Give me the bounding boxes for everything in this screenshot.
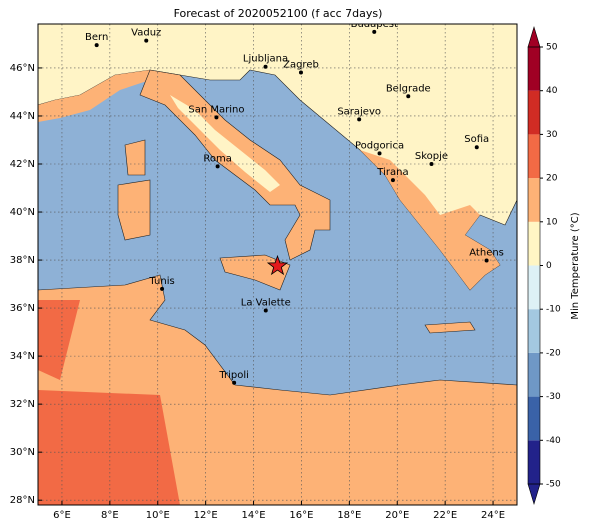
city-dot <box>263 64 268 69</box>
city-label: Roma <box>203 153 232 164</box>
city-dot <box>94 43 99 48</box>
city-label: Belgrade <box>386 83 431 94</box>
lon-tick-label: 6°E <box>53 510 71 521</box>
city-label: Athens <box>469 248 504 259</box>
colorbar-tick-label: 0 <box>546 261 552 271</box>
colorbar-tick-label: 50 <box>546 43 558 53</box>
crete <box>424 321 476 334</box>
city-dot <box>263 308 268 313</box>
city-dot <box>298 70 303 75</box>
colorbar: -50 -40 -30 -20 -10 0 10 20 30 40 50 <box>527 25 561 506</box>
colorbar-tick-label: -50 <box>546 480 561 490</box>
hot-patch <box>38 300 80 380</box>
colorbar-tick-label: -30 <box>546 392 561 402</box>
colorbar-tick-label: 40 <box>546 86 558 96</box>
hot-patch <box>38 390 180 505</box>
city-dot <box>484 258 489 263</box>
city-dot <box>144 38 149 43</box>
city-label: Sarajevo <box>337 106 381 117</box>
city-label: La Valette <box>241 297 291 308</box>
city-label: Tirana <box>376 167 408 178</box>
lat-tick-label: 34°N <box>10 351 35 362</box>
colorbar-segment <box>528 178 540 222</box>
colorbar-tick-label: 20 <box>546 174 558 184</box>
lat-tick-label: 38°N <box>10 255 35 266</box>
corsica <box>124 139 146 176</box>
city-label: Tunis <box>148 276 174 287</box>
city-dot <box>214 115 219 120</box>
city-label: Tripoli <box>218 370 249 381</box>
colorbar-segment <box>528 440 540 484</box>
title: Forecast of 2020052100 (f acc 7days) <box>174 7 383 20</box>
lat-tick-label: 30°N <box>10 447 35 458</box>
colorbar-segment <box>528 309 540 353</box>
city-dot <box>390 178 395 183</box>
city-label: Bern <box>85 32 108 43</box>
colorbar-segment <box>528 221 540 266</box>
lon-tick-label: 16°E <box>289 510 313 521</box>
colorbar-segment <box>528 396 540 441</box>
lon-tick-label: 12°E <box>194 510 218 521</box>
city-label: Skopje <box>415 151 448 162</box>
lon-tick-label: 24°E <box>481 510 505 521</box>
lat-tick-label: 44°N <box>10 111 35 122</box>
lon-tick-label: 8°E <box>101 510 119 521</box>
lat-tick-label: 32°N <box>10 399 35 410</box>
city-label: Ljubljana <box>243 54 288 65</box>
city-dot <box>429 162 434 167</box>
lon-tick-label: 22°E <box>433 510 457 521</box>
city-dot <box>160 286 165 291</box>
warm-patch <box>38 70 165 122</box>
city-label: Vaduz <box>131 28 161 39</box>
city-label: San Marino <box>188 104 244 115</box>
colorbar-segment <box>528 352 540 397</box>
colorbar-tick-label: -40 <box>546 436 561 446</box>
lon-tick-label: 18°E <box>337 510 361 521</box>
city-label: Zagreb <box>283 60 319 71</box>
colorbar-segment <box>528 134 540 179</box>
lat-tick-label: 40°N <box>10 207 35 218</box>
colorbar-tick-label: -20 <box>546 348 561 358</box>
lon-tick-label: 20°E <box>385 510 409 521</box>
lat-tick-label: 28°N <box>10 495 35 506</box>
cool-patch <box>170 95 280 192</box>
colorbar-arrow <box>527 25 541 48</box>
axis-ticks: 6°E 8°E 10°E 12°E 14°E 16°E 18°E 20°E 22°E 24°E 28… <box>10 63 505 521</box>
city-label: Sofia <box>464 134 489 145</box>
colorbar-tick-label: 30 <box>546 130 558 140</box>
city-dot <box>474 145 479 150</box>
colorbar-segment <box>528 265 540 310</box>
lat-tick-label: 46°N <box>10 63 35 74</box>
city-dot <box>377 151 382 156</box>
map-frame <box>37 23 518 506</box>
colorbar-arrow <box>527 483 541 506</box>
lat-tick-label: 42°N <box>10 159 35 170</box>
city-dot <box>357 117 362 122</box>
colorbar-segment <box>528 47 540 91</box>
colorbar-tick-label: 10 <box>546 217 558 227</box>
event-star <box>266 254 289 276</box>
warm-patch <box>360 150 500 290</box>
colorbar-label: Min Temperature (°C) <box>570 212 581 319</box>
lon-tick-label: 10°E <box>146 510 170 521</box>
lat-tick-label: 36°N <box>10 303 35 314</box>
colorbar-tick-label: -10 <box>546 305 561 315</box>
lon-tick-label: 14°E <box>242 510 266 521</box>
city-dot <box>232 380 237 385</box>
city-label: Budapest <box>351 19 398 30</box>
colorbar-segment <box>528 90 540 135</box>
city-label: Podgorica <box>355 140 404 151</box>
graticule <box>38 24 517 505</box>
city-dot <box>406 94 411 99</box>
sardinia <box>117 179 151 241</box>
city-dot <box>372 29 377 34</box>
city-dot <box>215 164 220 169</box>
